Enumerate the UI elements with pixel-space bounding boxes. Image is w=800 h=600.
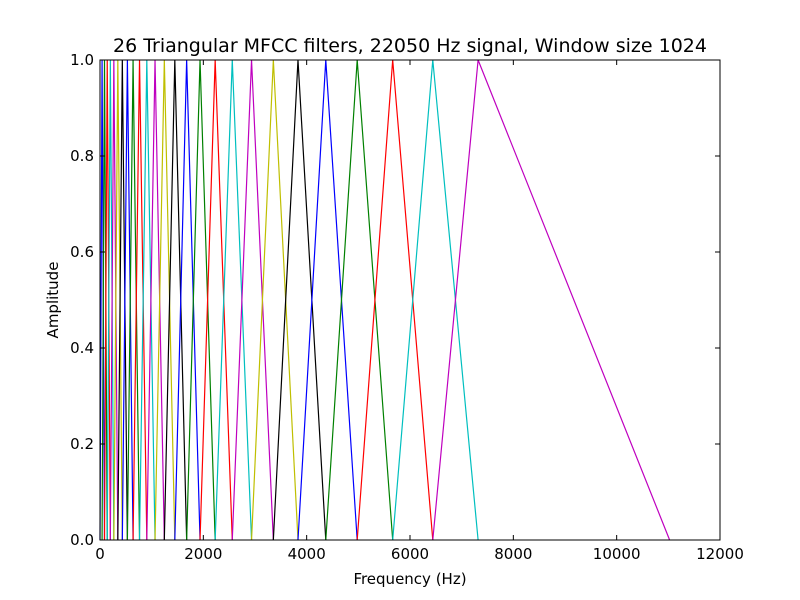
filter-series-group xyxy=(99,59,671,541)
y-tick-label: 0.0 xyxy=(70,531,94,549)
x-tick-label: 8000 xyxy=(494,545,532,563)
filter-line-24 xyxy=(356,59,434,541)
filter-line-12 xyxy=(146,59,165,541)
x-tick-label: 12000 xyxy=(696,545,744,563)
axis-ticks-group: 0 2000 4000 6000 8000 10000 12000 0.0 0.2 0.4 0.6 0… xyxy=(70,51,744,563)
filter-line-18 xyxy=(214,59,253,541)
y-tick-label: 0.6 xyxy=(70,243,94,261)
filter-line-25 xyxy=(392,59,479,541)
filter-line-23 xyxy=(325,59,394,541)
x-tick-label: 2000 xyxy=(184,545,222,563)
filter-line-26 xyxy=(432,59,671,541)
filter-line-13 xyxy=(154,59,176,541)
filter-line-11 xyxy=(138,59,156,541)
chart-title: 26 Triangular MFCC filters, 22050 Hz sig… xyxy=(113,35,707,57)
y-tick-label: 0.4 xyxy=(70,339,94,357)
x-axis-label: Frequency (Hz) xyxy=(353,570,466,588)
filter-line-15 xyxy=(174,59,201,541)
filter-line-17 xyxy=(199,59,233,541)
filter-line-20 xyxy=(250,59,299,541)
filter-line-21 xyxy=(272,59,327,541)
y-tick-label: 0.8 xyxy=(70,147,94,165)
x-tick-label: 10000 xyxy=(593,545,641,563)
y-axis-label: Amplitude xyxy=(44,262,62,339)
y-tick-label: 1.0 xyxy=(70,51,94,69)
filter-line-14 xyxy=(163,59,188,541)
x-tick-label: 6000 xyxy=(391,545,429,563)
x-tick-label: 0 xyxy=(95,545,105,563)
y-tick-label: 0.2 xyxy=(70,435,94,453)
plot-frame xyxy=(99,59,721,541)
filter-line-16 xyxy=(186,59,216,541)
x-tick-label: 4000 xyxy=(288,545,326,563)
filter-line-22 xyxy=(297,59,358,541)
filter-line-19 xyxy=(231,59,274,541)
filter-line-10 xyxy=(132,59,148,541)
